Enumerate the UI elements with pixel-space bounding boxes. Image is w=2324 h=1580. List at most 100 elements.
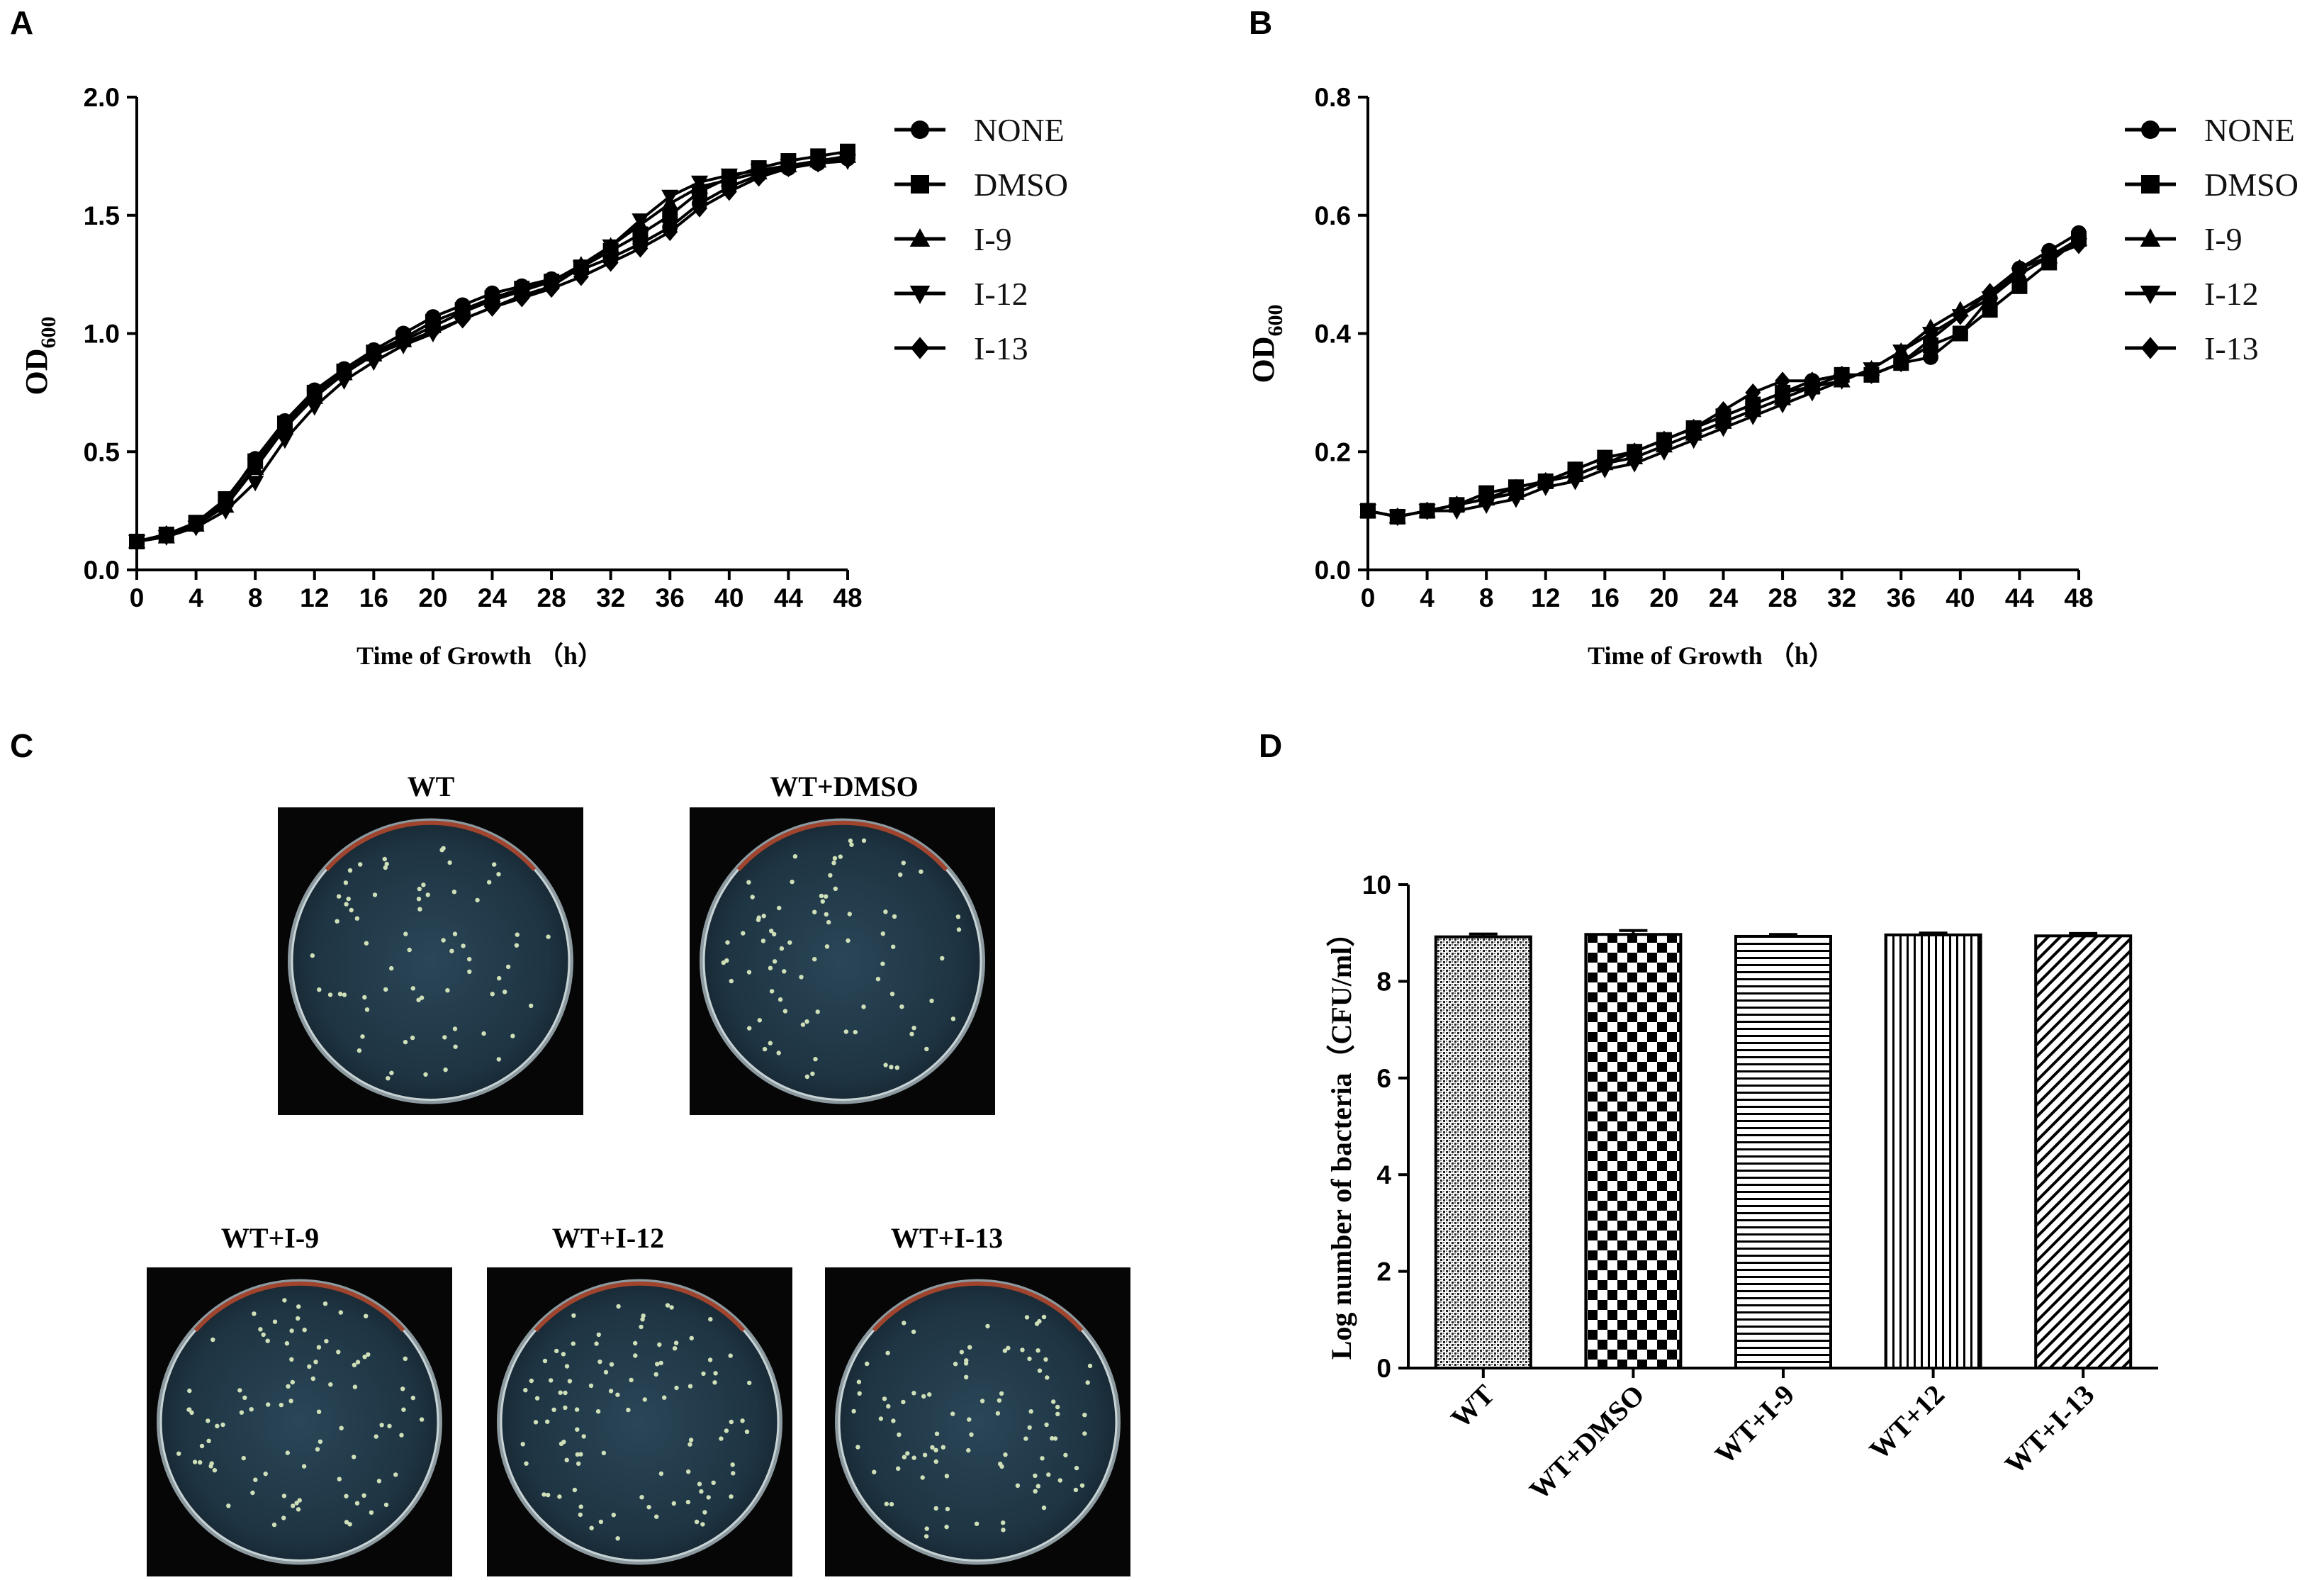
- colony: [762, 1046, 768, 1052]
- bar: [1884, 933, 1982, 1369]
- colony: [383, 987, 388, 992]
- bar-group: [1884, 931, 1982, 1369]
- colony: [699, 1489, 704, 1494]
- colony: [567, 1379, 573, 1384]
- colony: [403, 1356, 408, 1362]
- colony: [189, 1410, 194, 1416]
- legend-item-i-13: I-13: [2125, 330, 2259, 366]
- colony: [697, 1481, 702, 1486]
- colony: [944, 1524, 949, 1530]
- y-axis-label: OD600: [19, 317, 60, 396]
- colony: [756, 915, 761, 920]
- colony: [492, 862, 497, 867]
- colony: [1001, 1528, 1006, 1533]
- colony: [563, 1405, 568, 1411]
- colony: [899, 1004, 904, 1009]
- colony: [855, 1445, 860, 1450]
- colony: [782, 1009, 788, 1014]
- colony: [253, 1477, 258, 1482]
- colony: [686, 1469, 691, 1474]
- colony: [778, 997, 783, 1002]
- colony: [639, 1495, 644, 1500]
- colony: [400, 1386, 405, 1391]
- data-point: [1745, 383, 1761, 402]
- growth-chart-b: 0.00.20.40.60.80 4 8 12 16 20 24 28 32 36 40 44 48 T…: [1246, 83, 2298, 670]
- colony: [571, 1341, 576, 1346]
- series-none: [1360, 225, 2087, 525]
- y-tick-label: 0.4: [1315, 320, 1352, 349]
- data-point: [840, 149, 855, 168]
- colony: [266, 1402, 271, 1407]
- legend-item-dmso: DMSO: [2125, 167, 2298, 203]
- colony: [642, 1397, 647, 1402]
- colony: [884, 1501, 889, 1506]
- colony: [792, 854, 798, 859]
- colony: [546, 1492, 551, 1498]
- colony: [883, 909, 888, 914]
- x-tick-label: 40: [1946, 583, 1975, 612]
- legend-label: DMSO: [2204, 167, 2298, 203]
- colony: [344, 1494, 349, 1498]
- colony: [956, 927, 962, 932]
- colony: [510, 1033, 515, 1038]
- colony: [824, 912, 829, 917]
- colony: [379, 1423, 384, 1428]
- colony: [747, 1380, 752, 1386]
- colony: [941, 1445, 946, 1450]
- colony: [603, 1369, 609, 1375]
- data-point: [1892, 344, 1910, 361]
- y-tick-label: 0.6: [1315, 201, 1351, 230]
- colony: [772, 931, 777, 937]
- colony: [324, 1338, 329, 1344]
- colony: [776, 1050, 781, 1055]
- colony: [804, 1074, 810, 1080]
- colony: [239, 1410, 245, 1415]
- colony: [856, 1379, 862, 1384]
- colony: [572, 1487, 578, 1493]
- data-point: [1773, 398, 1792, 414]
- data-point: [484, 298, 500, 317]
- colony: [296, 1507, 301, 1512]
- colony: [481, 1031, 486, 1036]
- colony: [529, 1003, 534, 1009]
- colony: [265, 1338, 270, 1343]
- growth-chart-a: 0.00.51.01.52.00 4 8 12 16 20 24 28 32 36 40 44 48 T…: [19, 83, 1068, 670]
- colony: [595, 1409, 601, 1414]
- colony: [419, 995, 425, 1000]
- legend-marker: [2140, 337, 2160, 359]
- colony: [423, 1072, 428, 1077]
- colony: [1055, 1411, 1060, 1417]
- series-line: [1367, 243, 2079, 519]
- colony: [529, 1378, 534, 1384]
- colony: [1055, 1404, 1060, 1410]
- colony: [921, 1394, 926, 1399]
- colony: [467, 957, 472, 962]
- colony: [974, 1521, 979, 1526]
- colony: [352, 1455, 357, 1459]
- data-point: [1775, 371, 1791, 391]
- colony: [1033, 1473, 1038, 1479]
- series-line: [136, 155, 848, 543]
- colony: [362, 1355, 367, 1360]
- colony: [922, 1452, 928, 1457]
- colony: [384, 861, 389, 867]
- colony: [953, 1362, 958, 1367]
- colony: [294, 1501, 299, 1506]
- y-tick-label: 0.0: [84, 556, 120, 585]
- colony: [1045, 1375, 1050, 1380]
- colony: [337, 992, 343, 997]
- colony: [662, 1395, 667, 1400]
- colony: [578, 1504, 583, 1509]
- colony: [967, 1345, 972, 1350]
- colony: [403, 1039, 408, 1045]
- colony: [487, 880, 492, 885]
- colony: [279, 1402, 284, 1408]
- legend-item-none: NONE: [2125, 112, 2295, 148]
- petri-plate: [690, 807, 995, 1115]
- colony: [336, 1350, 341, 1355]
- colony: [192, 1459, 198, 1464]
- legend-label: I-9: [974, 221, 1012, 257]
- colony: [929, 998, 934, 1004]
- colony: [640, 1317, 645, 1322]
- y-tick-label: 0.8: [1315, 83, 1351, 112]
